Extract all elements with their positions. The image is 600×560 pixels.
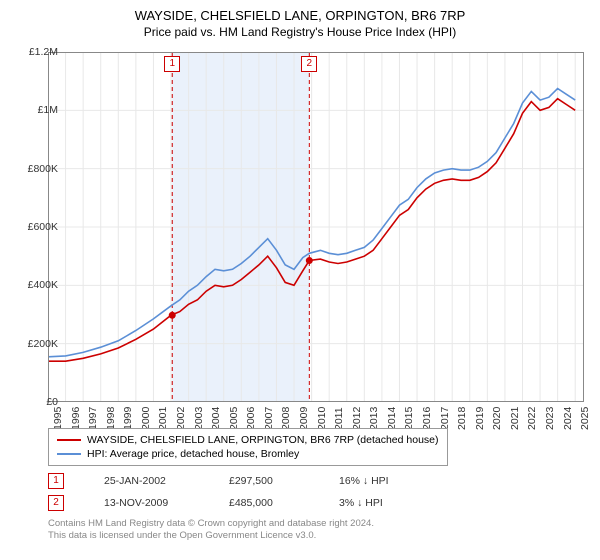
x-tick-label: 1996 [70,407,82,430]
title-sub: Price paid vs. HM Land Registry's House … [0,25,600,39]
y-tick-label: £1.2M [29,46,58,58]
x-tick-label: 2022 [526,407,538,430]
x-tick-label: 2023 [544,407,556,430]
x-tick-label: 2017 [439,407,451,430]
x-tick-label: 2025 [579,407,591,430]
y-tick-label: £600K [28,221,58,233]
legend-swatch-hpi [57,453,81,455]
x-tick-label: 2008 [280,407,292,430]
x-tick-label: 1997 [87,407,99,430]
x-tick-label: 2013 [368,407,380,430]
footer: Contains HM Land Registry data © Crown c… [48,518,374,543]
chart-marker-box: 2 [301,56,317,72]
x-tick-label: 2006 [245,407,257,430]
row-marker: 1 [48,473,64,489]
x-tick-label: 2000 [140,407,152,430]
legend-label-hpi: HPI: Average price, detached house, Brom… [87,448,299,460]
y-tick-label: £400K [28,279,58,291]
x-tick-label: 2007 [263,407,275,430]
row-price: £297,500 [229,475,299,487]
x-tick-label: 2005 [228,407,240,430]
x-tick-label: 2016 [421,407,433,430]
title-main: WAYSIDE, CHELSFIELD LANE, ORPINGTON, BR6… [0,8,600,23]
row-marker: 2 [48,495,64,511]
chart-plot-area [48,52,584,402]
footer-line-1: Contains HM Land Registry data © Crown c… [48,518,374,530]
table-row: 1 25-JAN-2002 £297,500 16% ↓ HPI [48,470,389,492]
x-tick-label: 2018 [456,407,468,430]
legend-label-property: WAYSIDE, CHELSFIELD LANE, ORPINGTON, BR6… [87,434,439,446]
x-tick-label: 2021 [509,407,521,430]
transactions-table: 1 25-JAN-2002 £297,500 16% ↓ HPI 2 13-NO… [48,470,389,514]
x-tick-label: 2001 [157,407,169,430]
row-date: 25-JAN-2002 [104,475,189,487]
legend: WAYSIDE, CHELSFIELD LANE, ORPINGTON, BR6… [48,428,448,466]
x-tick-label: 2014 [386,407,398,430]
x-tick-label: 2009 [298,407,310,430]
chart-marker-box: 1 [164,56,180,72]
x-tick-label: 1998 [105,407,117,430]
legend-row-hpi: HPI: Average price, detached house, Brom… [57,447,439,461]
legend-swatch-property [57,439,81,441]
y-tick-label: £200K [28,338,58,350]
footer-line-2: This data is licensed under the Open Gov… [48,530,374,542]
title-block: WAYSIDE, CHELSFIELD LANE, ORPINGTON, BR6… [0,0,600,39]
y-tick-label: £1M [38,104,58,116]
table-row: 2 13-NOV-2009 £485,000 3% ↓ HPI [48,492,389,514]
x-tick-label: 2012 [351,407,363,430]
x-tick-label: 2024 [562,407,574,430]
row-diff: 3% ↓ HPI [339,497,383,509]
x-tick-label: 1999 [122,407,134,430]
chart-container: WAYSIDE, CHELSFIELD LANE, ORPINGTON, BR6… [0,0,600,560]
x-tick-label: 2019 [474,407,486,430]
x-tick-label: 2004 [210,407,222,430]
x-tick-label: 2020 [491,407,503,430]
legend-row-property: WAYSIDE, CHELSFIELD LANE, ORPINGTON, BR6… [57,433,439,447]
row-date: 13-NOV-2009 [104,497,189,509]
row-price: £485,000 [229,497,299,509]
y-tick-label: £800K [28,163,58,175]
x-tick-label: 2015 [403,407,415,430]
x-tick-label: 1995 [52,407,64,430]
chart-svg [48,52,584,402]
x-tick-label: 2003 [193,407,205,430]
x-tick-label: 2002 [175,407,187,430]
row-diff: 16% ↓ HPI [339,475,389,487]
x-tick-label: 2010 [316,407,328,430]
x-tick-label: 2011 [333,407,345,430]
